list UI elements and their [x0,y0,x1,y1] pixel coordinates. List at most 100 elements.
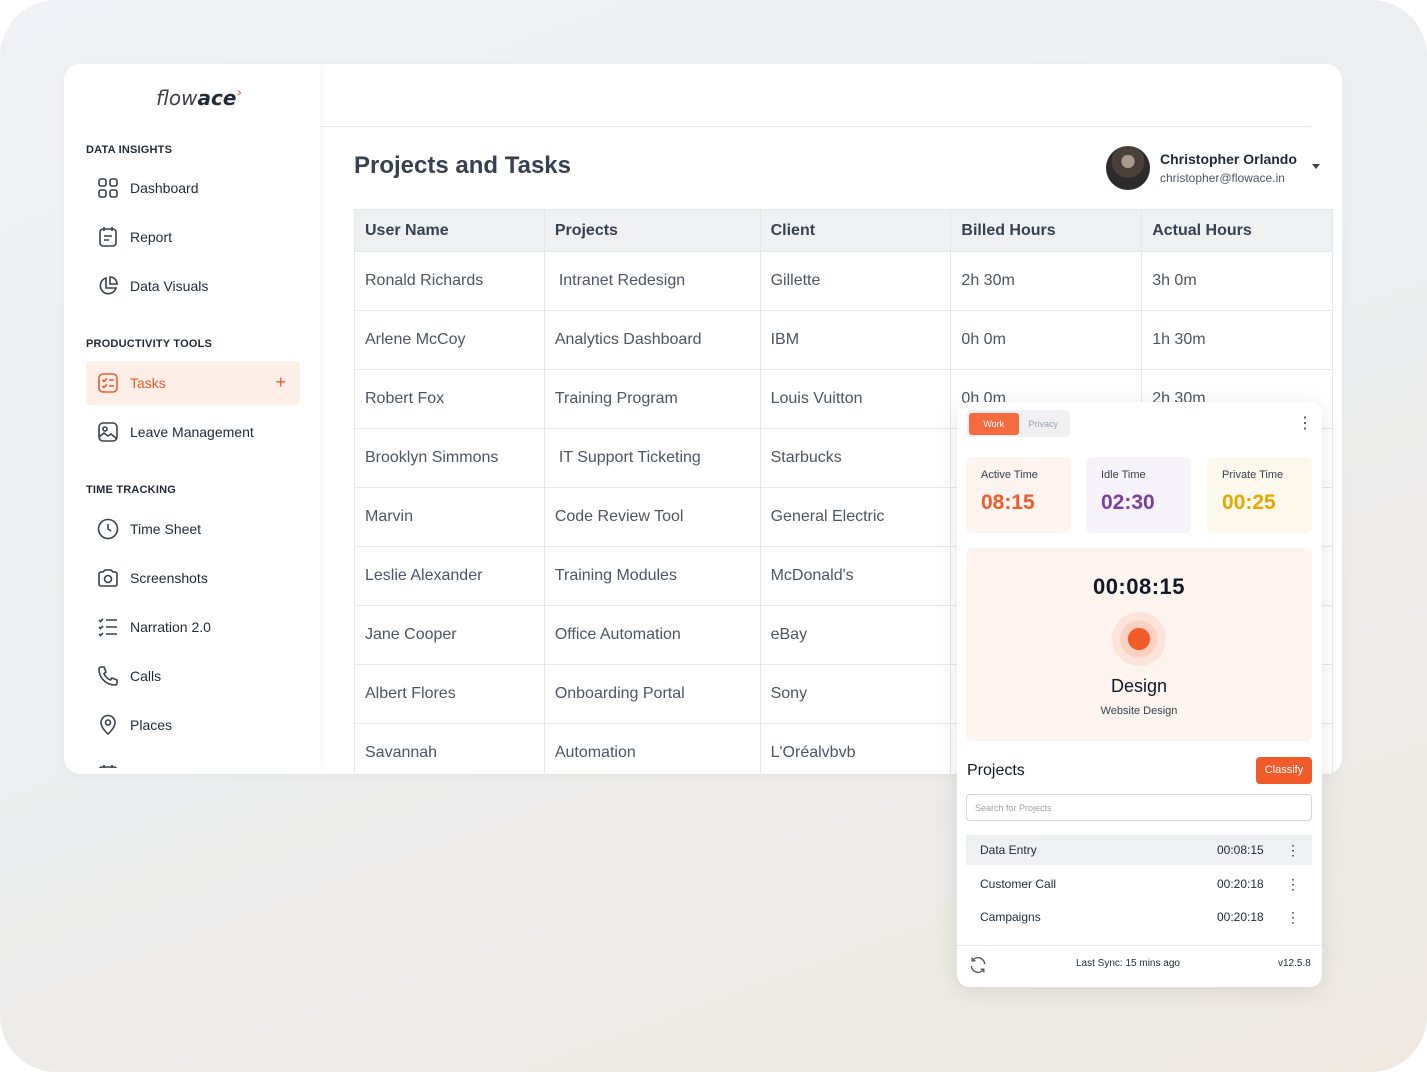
sidebar-item-places[interactable]: Places [86,703,300,747]
cell-project: Intranet Redesign [543,251,761,311]
column-header-client[interactable]: Client [759,209,952,252]
idle-time-label: Idle Time [1101,469,1146,481]
sidebar-item-data-visuals[interactable]: Data Visuals [86,264,300,308]
cell-user: Robert Fox [354,369,545,429]
timer-value: 00:08:15 [1092,574,1186,599]
sidebar-item-label: Leave Management [130,424,254,440]
cell-client: Sony [759,664,952,724]
column-header-projects[interactable]: Projects [543,209,761,252]
cell-project: Code Review Tool [543,487,761,547]
header-divider [320,126,1310,127]
dashboard-icon [98,178,118,198]
sidebar-item-screenshots[interactable]: Screenshots [86,556,300,600]
sidebar-item-label: Places [130,717,173,733]
time-tracker-widget: Work Privacy ⋮ Active Time 08:15 Idle Ti… [957,402,1322,987]
section-title-productivity-tools: PRODUCTIVITY TOOLS [86,338,213,350]
table-row[interactable]: Robert Fox Training Program Louis Vuitton 0… [354,369,1333,429]
work-privacy-toggle[interactable]: Work Privacy [967,410,1070,437]
active-time-label: Active Time [981,469,1038,481]
chevron-down-icon[interactable] [1312,164,1320,169]
cell-user: Arlene McCoy [354,310,545,370]
cell-billed: 0h 0m [950,310,1143,370]
refresh-icon[interactable] [968,955,988,975]
project-time: 00:08:15 [1217,843,1264,857]
idle-time-card: Idle Time 02:30 [1086,457,1191,533]
projects-title: Projects [967,762,1025,779]
column-header-user-name[interactable]: User Name [354,209,545,252]
column-header-actual-hours[interactable]: Actual Hours [1141,209,1333,252]
cell-project: IT Support Ticketing [543,428,761,488]
cell-client: Gillette [759,251,952,311]
sidebar-item-calls[interactable]: Calls [86,654,300,698]
cell-client: General Electric [759,487,952,547]
sidebar-item-tasks[interactable]: Tasks + [86,361,300,405]
active-time-card: Active Time 08:15 [966,457,1071,533]
project-time: 00:20:18 [1217,877,1264,891]
tasks-icon [98,373,118,393]
cell-user: Brooklyn Simmons [354,428,545,488]
user-profile[interactable]: Christopher Orlando christopher@flowace.… [1106,146,1297,190]
sidebar-item-label: Report [130,229,173,245]
sidebar-item-label: Screenshots [130,570,208,586]
sidebar-item-calendar-partial[interactable] [86,752,300,768]
cell-client: Starbucks [759,428,952,488]
project-item[interactable]: Customer Call 00:20:18 ⋮ [966,869,1312,899]
project-name: Campaigns [980,910,1041,924]
cell-project: Onboarding Portal [543,664,761,724]
clock-icon [97,518,119,540]
sidebar-item-dashboard[interactable]: Dashboard [86,166,300,210]
current-project: Design [1110,676,1168,696]
project-search-input[interactable] [966,794,1312,821]
sidebar-item-report[interactable]: Report [86,215,300,259]
cell-project: Analytics Dashboard [543,310,761,370]
cell-project: Office Automation [543,605,761,665]
cell-client: McDonald's [759,546,952,606]
more-options-icon[interactable]: ⋮ [1297,415,1313,432]
work-toggle-option[interactable]: Work [969,412,1019,435]
sidebar-item-narration[interactable]: Narration 2.0 [86,605,300,649]
cell-client: eBay [759,605,952,665]
column-header-billed-hours[interactable]: Billed Hours [950,209,1143,252]
idle-time-value: 02:30 [1101,491,1155,514]
version-text: v12.5.8 [1278,958,1311,969]
table-header-row: User Name Projects Client Billed Hours A… [354,209,1333,252]
project-item[interactable]: Campaigns 00:20:18 ⋮ [966,902,1312,932]
record-stop-button[interactable] [1112,612,1166,666]
phone-icon [98,666,118,686]
cell-user: Albert Flores [354,664,545,724]
add-task-icon[interactable]: + [275,372,286,392]
last-sync-text: Last Sync: 15 mins ago [1076,958,1180,969]
active-time-value: 08:15 [981,491,1035,514]
calendar-icon [98,765,118,768]
cell-user: Leslie Alexander [354,546,545,606]
cell-project: Training Program [543,369,761,429]
flowace-logo: flowace› [156,85,243,110]
classify-button[interactable]: Classify [1256,757,1312,784]
logo-text-light: flow [156,86,198,110]
table-row[interactable]: Arlene McCoy Analytics Dashboard IBM 0h 0m 1… [354,310,1333,370]
section-title-time-tracking: TIME TRACKING [86,484,176,496]
project-menu-icon[interactable]: ⋮ [1286,875,1300,892]
sidebar-item-leave-management[interactable]: Leave Management [86,410,300,454]
cell-client: IBM [759,310,952,370]
project-menu-icon[interactable]: ⋮ [1286,841,1300,858]
user-name: Christopher Orlando [1160,151,1297,167]
cell-actual: 3h 0m [1141,251,1333,311]
logo-text-bold: ace [197,86,237,110]
cell-user: Ronald Richards [354,251,545,311]
table-row[interactable]: Ronald Richards Intranet Redesign Gillette… [354,251,1333,311]
cell-user: Jane Cooper [354,605,545,665]
project-menu-icon[interactable]: ⋮ [1286,908,1300,925]
privacy-toggle-option[interactable]: Privacy [1028,418,1058,429]
logo-swoosh-icon: › [236,85,243,101]
section-title-data-insights: DATA INSIGHTS [86,144,173,156]
project-item[interactable]: Data Entry 00:08:15 ⋮ [966,835,1312,865]
avatar [1106,146,1150,190]
cell-user: Marvin [354,487,545,547]
cell-billed: 2h 30m [950,251,1143,311]
sidebar-item-time-sheet[interactable]: Time Sheet [86,507,300,551]
sidebar-item-label: Tasks [130,375,166,391]
cell-project: Training Modules [543,546,761,606]
private-time-value: 00:25 [1222,491,1276,514]
